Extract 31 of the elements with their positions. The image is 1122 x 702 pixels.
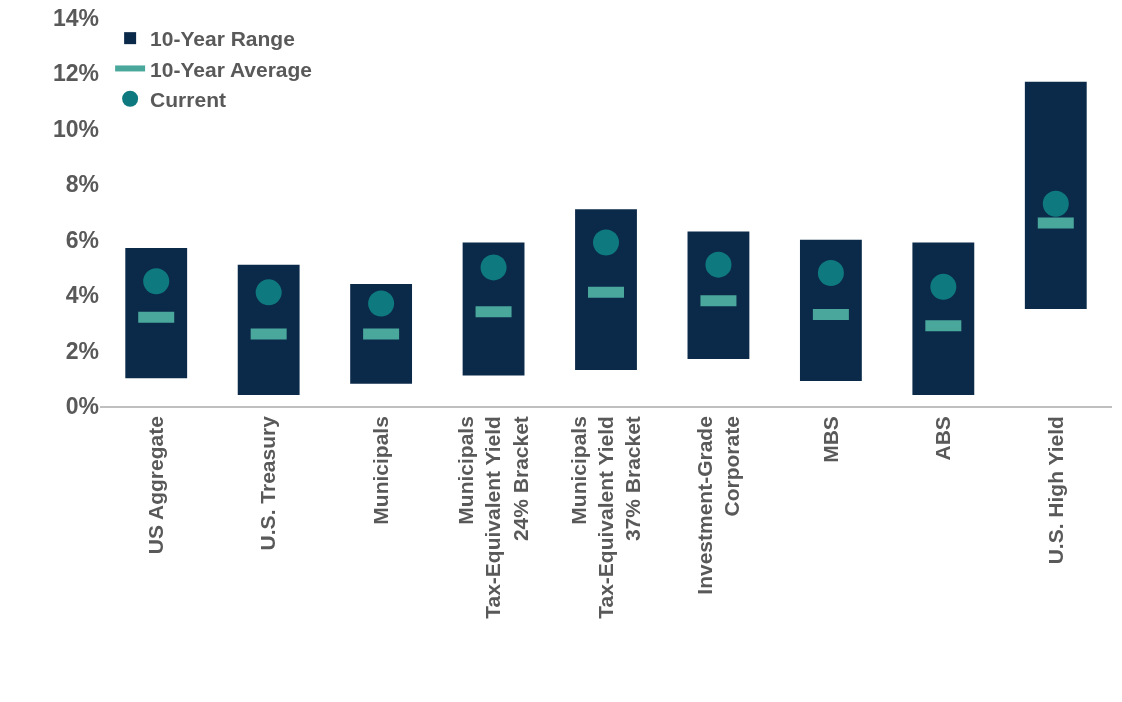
x-tick-label: U.S. Treasury (256, 415, 280, 551)
y-tick-label: 10% (52, 115, 99, 142)
y-tick-label: 8% (65, 171, 99, 198)
point (480, 254, 507, 281)
bar (575, 209, 637, 370)
y-tick-label: 14% (52, 5, 99, 32)
point (143, 268, 170, 295)
y-tick-label: 0% (65, 393, 99, 420)
point (1042, 190, 1069, 217)
x-tick-label: MBS (818, 416, 842, 463)
x-tick-label: US Aggregate (144, 416, 168, 555)
x-tick-label: ABS (931, 416, 955, 461)
y-tick-label: 6% (65, 226, 99, 253)
legend-label: 10-Year Average (150, 57, 313, 81)
x-tick-label: Investment-Grade Corporate (692, 416, 743, 595)
legend-label: Current (150, 87, 226, 111)
point (817, 259, 844, 286)
point (930, 273, 957, 300)
y-tick-label: 12% (52, 60, 99, 87)
bar (1024, 81, 1087, 309)
point (593, 229, 619, 256)
legend-label: 10-Year Range (150, 27, 295, 51)
point (368, 290, 395, 317)
y-tick-label: 2% (65, 337, 99, 364)
point (705, 251, 732, 278)
x-tick-label: Municipals Tax-Equivalent Yield 37% Bracket (566, 416, 645, 619)
x-tick-label: Municipals (368, 416, 392, 525)
x-tick-label: Municipals Tax-Equivalent Yield 24% Bracket (454, 416, 532, 619)
point (255, 279, 282, 306)
y-tick-label: 4% (65, 282, 99, 309)
x-tick-label: U.S. High Yield (1043, 416, 1067, 565)
